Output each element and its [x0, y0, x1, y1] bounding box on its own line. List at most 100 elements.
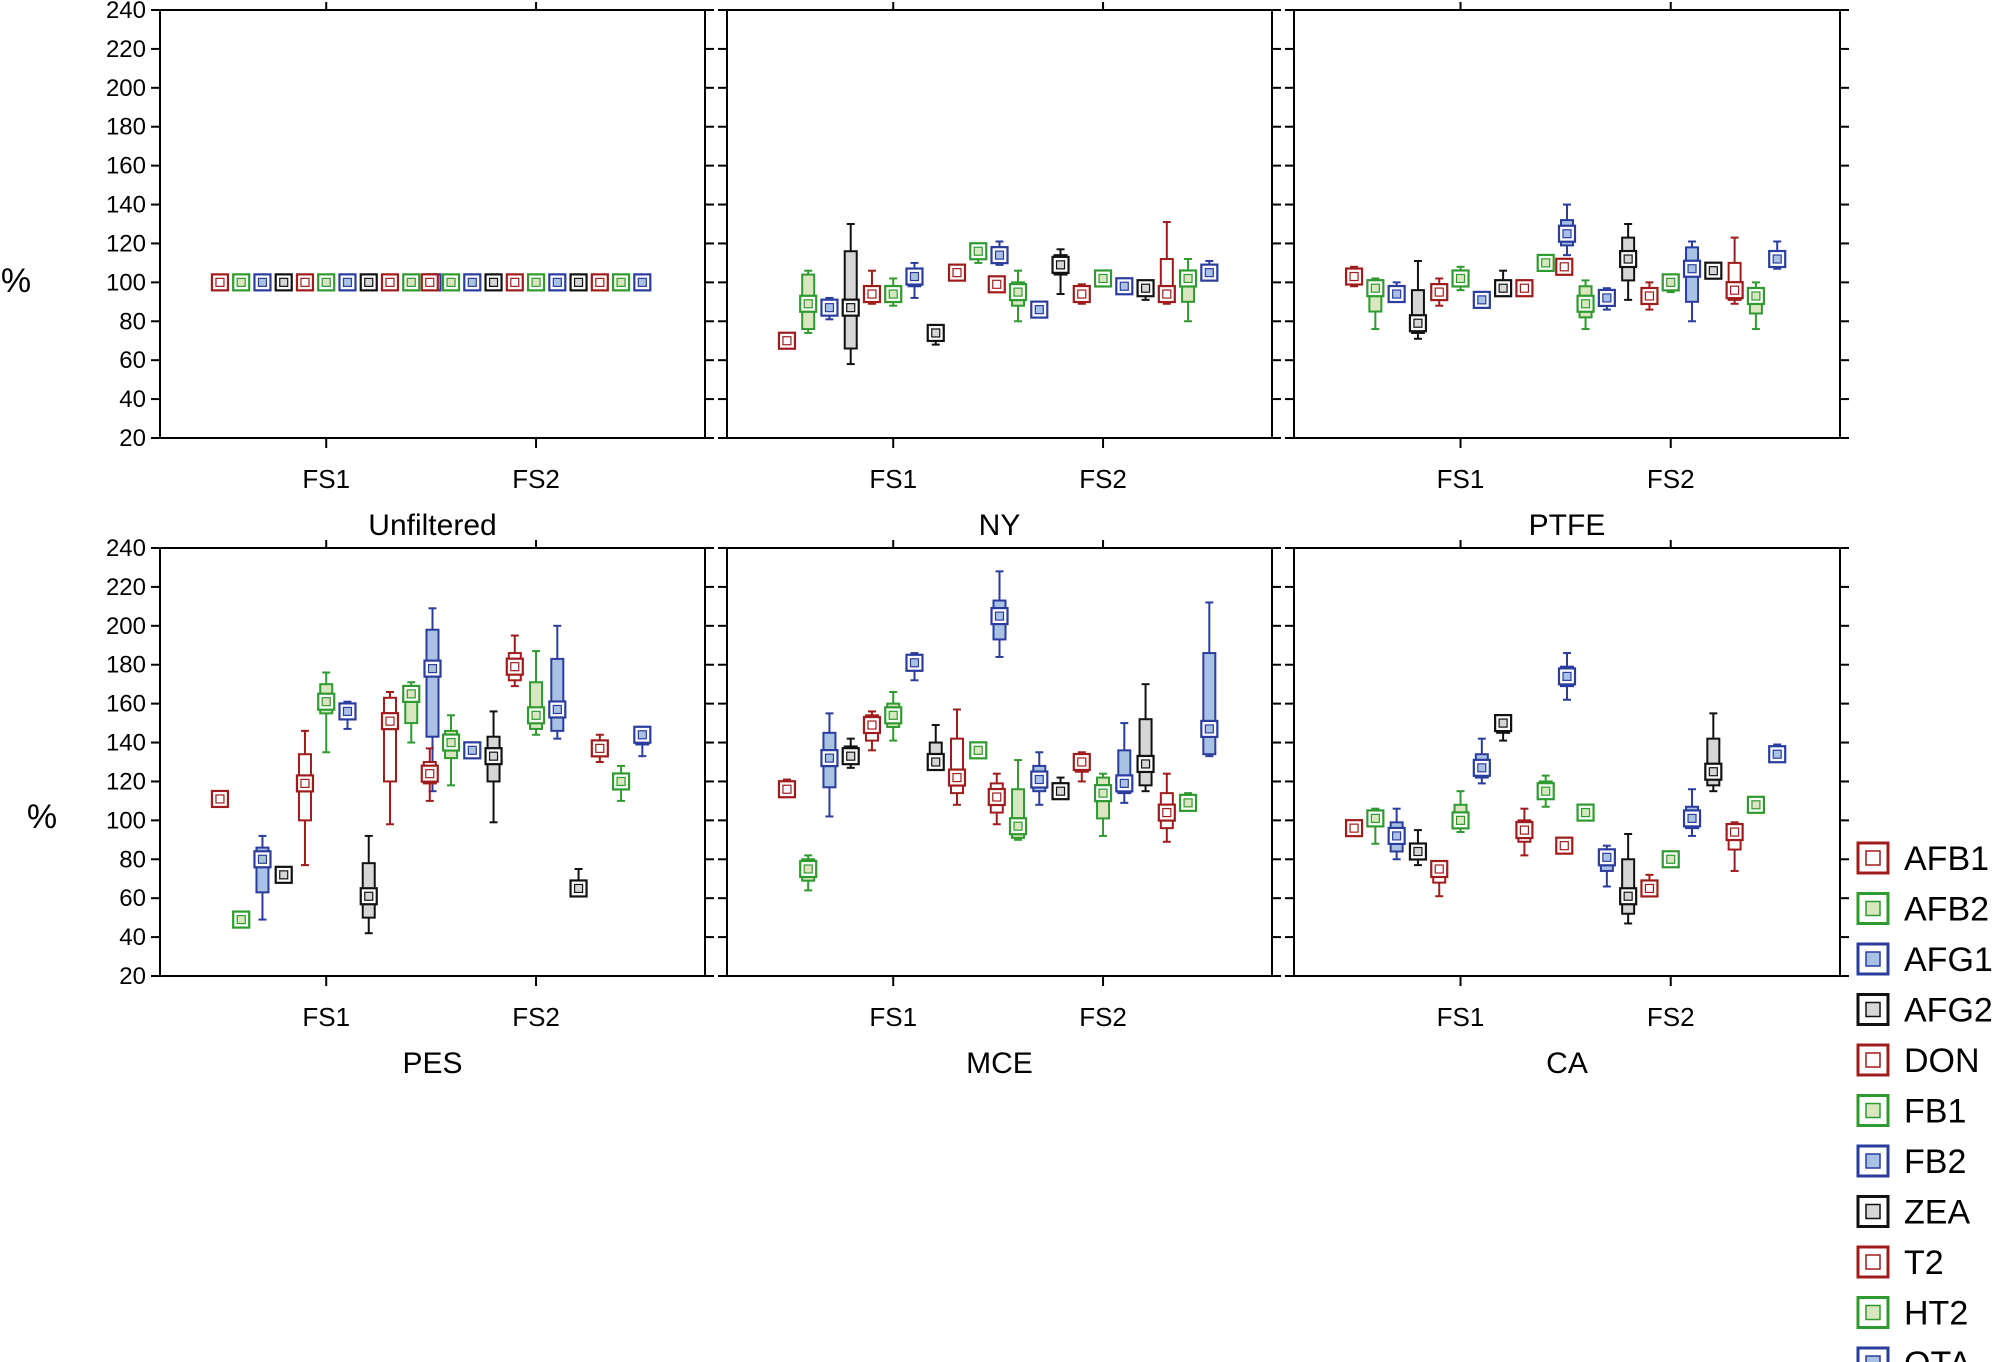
box-afb2-fs1 [799, 269, 818, 334]
y-tick-label: 200 [106, 613, 146, 640]
panel-title: MCE [966, 1047, 1033, 1080]
box-ht2-fs1 [1536, 774, 1555, 808]
box-fb2-fs2 [1115, 277, 1134, 296]
median-marker-inner [321, 277, 331, 287]
box-afg1-fs2 [463, 273, 482, 292]
box-afg2-fs2 [1051, 776, 1070, 801]
median-marker-inner [1119, 778, 1129, 789]
box-afg2-fs2 [1619, 832, 1638, 925]
box-zea-fs2 [1136, 279, 1155, 301]
box-t2-fs1 [380, 690, 400, 826]
box-zea-fs2 [1704, 712, 1723, 793]
box-t2-fs2 [1725, 821, 1744, 872]
median-marker-inner [1772, 749, 1782, 759]
median-marker-inner [1602, 293, 1612, 303]
x-group-label: FS2 [512, 1002, 560, 1032]
box-afb1-fs2 [420, 747, 439, 802]
legend-item-ota: OTA [1856, 1345, 1972, 1362]
median-marker-inner [1730, 827, 1740, 837]
legend-label: FB1 [1904, 1093, 1966, 1131]
y-tick-label: 60 [119, 885, 146, 912]
box-afg1-fs2 [463, 741, 482, 760]
box-fb1-fs1 [1451, 790, 1470, 834]
box-fb2-fs2 [1115, 722, 1134, 804]
median-marker-inner [467, 277, 477, 287]
legend-item-ht2: HT2 [1856, 1295, 1968, 1333]
y-tick-label: 40 [119, 924, 146, 951]
median-marker-inner [846, 751, 856, 761]
median-marker-inner [1498, 283, 1508, 293]
median-marker-inner [1580, 807, 1591, 818]
box-fb1-fs1 [317, 671, 336, 754]
box-t2-fs1 [947, 263, 967, 282]
legend-swatch-inner [1865, 1102, 1881, 1119]
median-marker-inner [488, 751, 499, 761]
legend-label: AFG2 [1904, 992, 1993, 1030]
box-ota-fs2 [633, 725, 652, 758]
box-fb2-fs2 [1682, 240, 1702, 323]
box-fb2-fs2 [548, 624, 567, 740]
box-ota-fs2 [1768, 743, 1787, 764]
median-marker-inner [364, 277, 374, 287]
legend-item-t2: T2 [1856, 1244, 1944, 1282]
y-tick-label: 140 [106, 730, 146, 757]
median-marker-inner [1498, 718, 1508, 728]
box-zea-fs2 [569, 868, 588, 898]
box-t2-fs1 [1515, 279, 1534, 298]
median-marker-inner [1623, 891, 1633, 901]
legend-item-afb1: AFB1 [1856, 840, 1989, 878]
median-marker-inner [236, 914, 246, 925]
box-zea-fs2 [1704, 261, 1723, 280]
median-marker-inner [552, 704, 562, 715]
x-group-label: FS1 [1437, 1002, 1485, 1032]
median-marker-inner [1541, 258, 1551, 268]
median-marker-inner [888, 710, 898, 720]
box-ota-fs2 [1200, 259, 1219, 282]
box-fb2-fs1 [1472, 737, 1491, 785]
panel-frame [159, 547, 706, 977]
panel-frame [1293, 547, 1841, 977]
median-marker-inner [1077, 757, 1087, 767]
median-marker-inner [1730, 285, 1740, 295]
box-ota-fs2 [633, 273, 652, 292]
box-afb1-fs1 [777, 778, 797, 799]
x-group-label: FS2 [1647, 464, 1695, 494]
median-marker-inner [573, 883, 584, 894]
median-marker-inner [1349, 271, 1359, 282]
box-fb2-fs1 [338, 273, 357, 292]
median-marker-inner [1519, 825, 1530, 835]
box-fb2-fs1 [905, 261, 924, 299]
median-marker-inner [782, 336, 792, 346]
median-marker-inner [867, 289, 877, 299]
legend-label: AFB2 [1904, 891, 1989, 929]
median-marker-inner [531, 710, 541, 720]
box-don-fs1 [862, 269, 882, 305]
box-afb1-fs1 [1344, 819, 1364, 838]
box-don-fs2 [1072, 751, 1091, 783]
box-fb1-fs2 [1661, 273, 1680, 294]
box-afg1-fs1 [1387, 807, 1406, 861]
box-fb1-fs1 [317, 273, 336, 292]
median-marker-inner [1013, 821, 1023, 831]
legend-swatch-inner [1865, 1052, 1881, 1068]
median-marker-inner [215, 794, 225, 804]
box-zea-fs1 [926, 724, 945, 772]
legend-label: T2 [1904, 1244, 1944, 1282]
median-marker-inner [279, 870, 289, 880]
box-fb2-fs2 [1682, 788, 1702, 837]
median-marker-inner [1162, 807, 1172, 818]
legend-item-afb2: AFB2 [1856, 891, 1989, 929]
y-tick-label: 180 [106, 114, 146, 141]
median-marker-inner [342, 706, 353, 717]
box-ht2-fs2 [1178, 258, 1198, 323]
median-marker-inner [385, 277, 395, 287]
median-marker-inner [1413, 318, 1423, 328]
box-fb2-fs2 [548, 273, 567, 292]
box-afg2-fs1 [274, 273, 293, 292]
box-afb1-fs1 [777, 331, 797, 350]
box-afg2-fs1 [1408, 829, 1428, 867]
box-afg2-fs2 [1051, 248, 1070, 296]
box-afb2-fs1 [232, 273, 251, 292]
y-tick-label: 20 [119, 425, 146, 452]
y-tick-label: 100 [106, 269, 146, 296]
